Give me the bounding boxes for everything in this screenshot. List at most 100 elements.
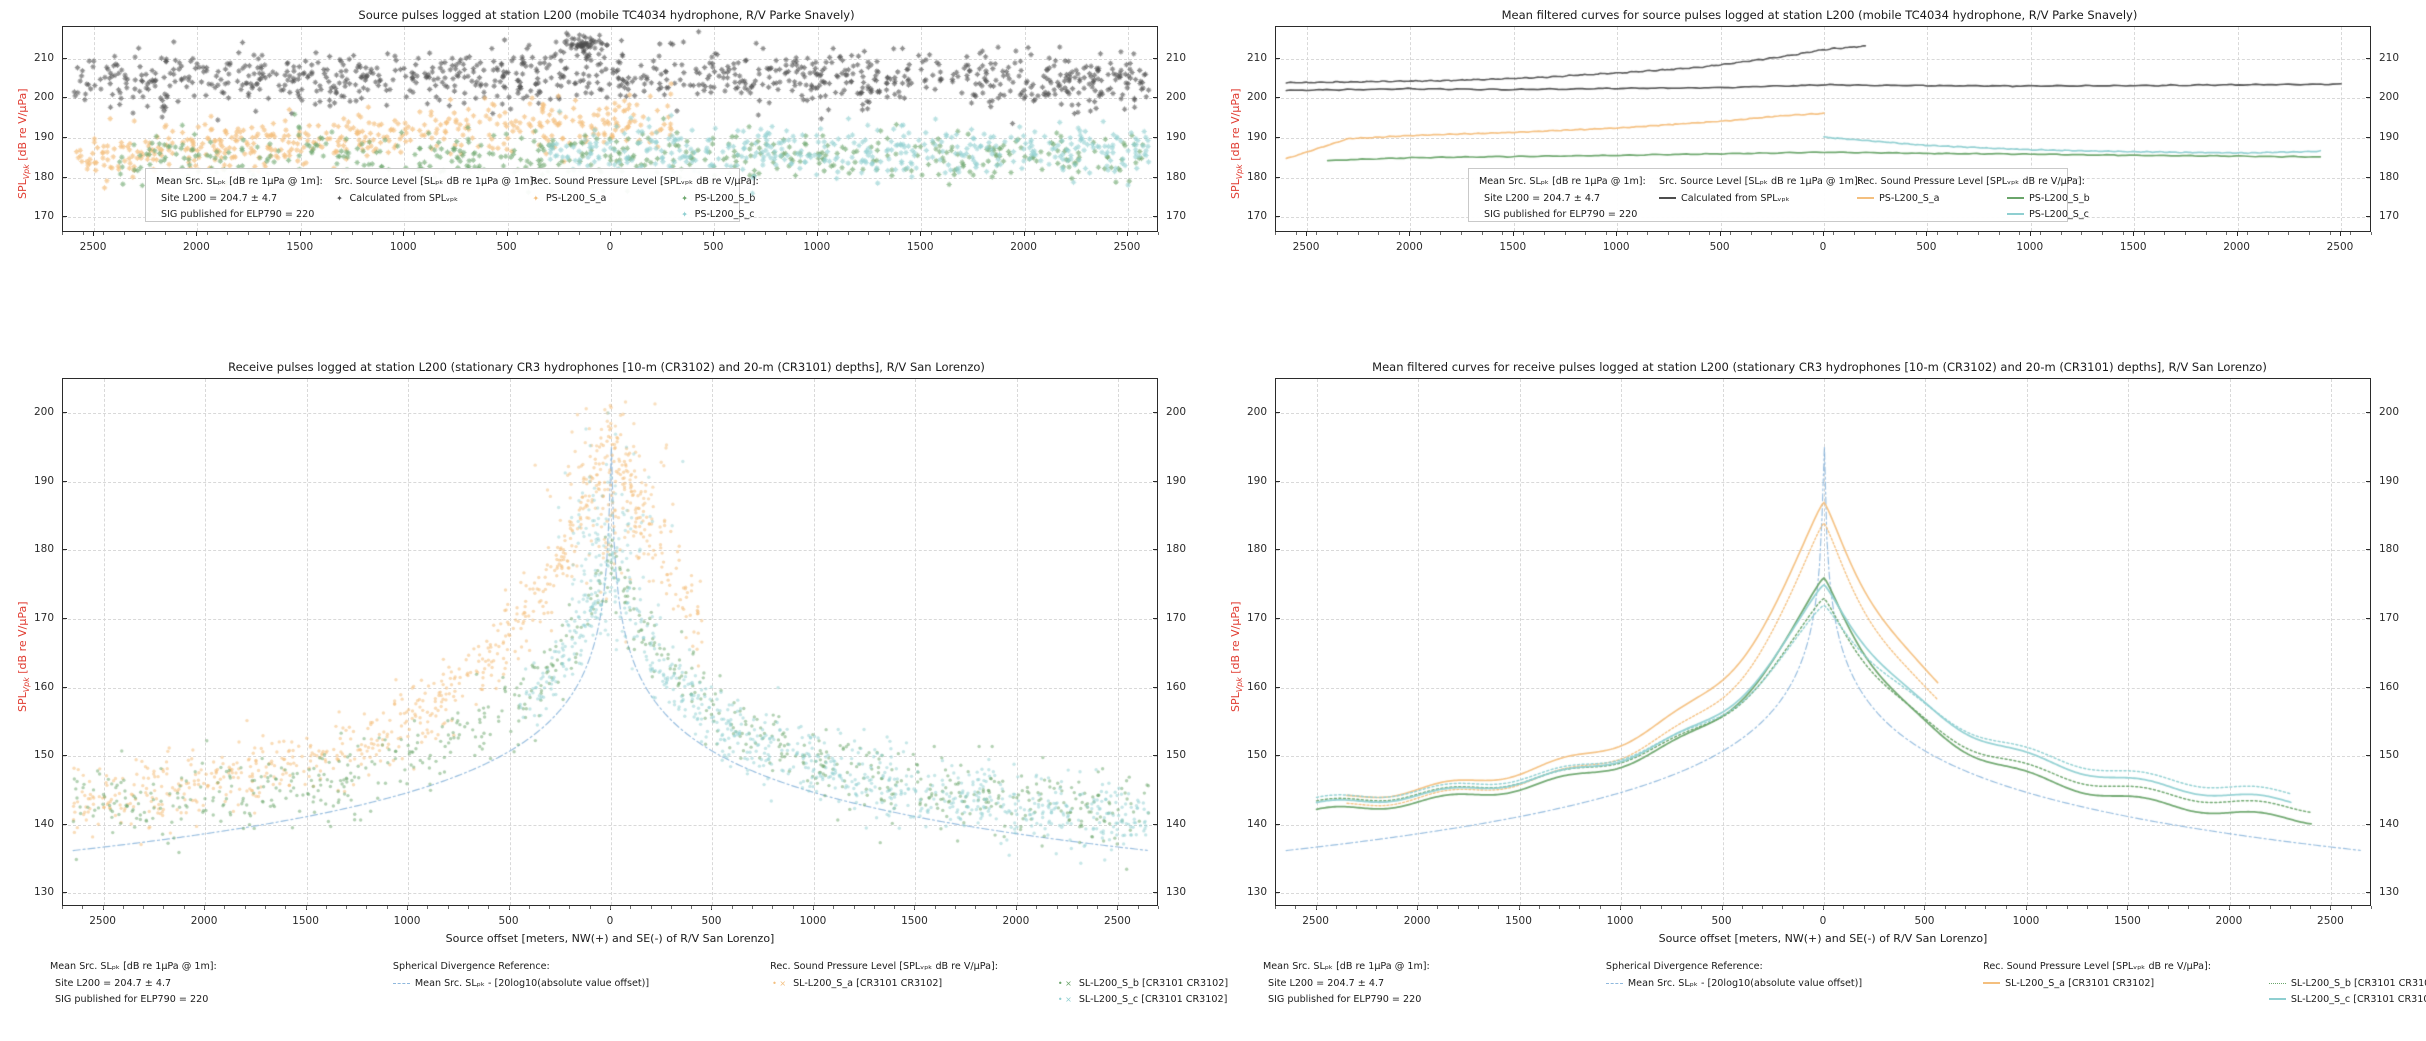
legend-swatch-dottedline — [2268, 982, 2286, 984]
y-tick-label-right: 140 — [2379, 817, 2400, 830]
legend-item[interactable]: Calculated from SPLᵥₚₖ — [1659, 192, 1861, 204]
y-tick-label: 130 — [33, 886, 54, 899]
legend-receive-pulses-scatter: Mean Src. SLₚₖ [dB re 1µPa @ 1m]: Site L2… — [40, 954, 1228, 1012]
x-minor-tick — [206, 232, 208, 235]
legend-swatch-dotpair: • × — [1057, 994, 1072, 1004]
y-tick-label-right: 190 — [1166, 130, 1187, 143]
legend-source-pulses-mean-curves: Mean Src. SLₚₖ [dB re 1µPa @ 1m]: Site L2… — [1468, 168, 2090, 222]
y-axis-label: SPLVpk [dB re V/µPa] — [16, 601, 32, 712]
x-minor-tick — [144, 232, 146, 235]
y-tick-mark — [1275, 412, 1280, 414]
y-tick-label: 190 — [1246, 130, 1267, 143]
x-minor-tick — [2288, 232, 2290, 235]
y-tick-label-right: 200 — [1166, 91, 1187, 104]
x-minor-tick — [1036, 906, 1038, 909]
legend-item[interactable]: • × SL-L200_S_c [CR3101 CR3102] — [1056, 993, 1228, 1005]
x-minor-tick — [894, 906, 896, 909]
x-minor-tick — [122, 906, 124, 909]
legend-item-label: Calculated from SPLᵥₚₖ — [349, 192, 459, 204]
x-minor-tick — [1709, 232, 1711, 235]
legend-column-header: Rec. Sound Pressure Level [SPLᵥₚₖ dB re … — [1983, 961, 2211, 972]
x-tick-label: 2500 — [89, 915, 116, 927]
x-minor-tick — [1056, 906, 1058, 909]
x-tick-mark — [506, 232, 508, 236]
y-tick-mark — [62, 136, 67, 138]
legend-item[interactable]: SIG published for ELP790 = 220 — [1479, 208, 1646, 220]
panel-title: Source pulses logged at station L200 (mo… — [358, 8, 855, 22]
x-minor-tick — [934, 906, 936, 909]
x-minor-tick — [1440, 232, 1442, 235]
x-minor-tick — [244, 906, 246, 909]
x-minor-tick — [752, 906, 754, 909]
x-tick-mark — [1023, 232, 1025, 236]
legend-item[interactable]: SL-L200_S_b [CR3101 CR3102] — [2268, 977, 2426, 989]
legend-item[interactable]: Mean Src. SLₚₖ - [20log10(absolute value… — [1605, 977, 1862, 989]
x-tick-mark — [610, 232, 611, 236]
legend-item[interactable]: Site L200 = 204.7 ± 4.7 — [1479, 192, 1646, 204]
x-minor-tick — [955, 906, 957, 909]
legend-item[interactable]: ✦ Calculated from SPLᵥₚₖ — [335, 192, 537, 204]
y-tick-mark — [62, 480, 67, 482]
y-tick-label-right: 200 — [2379, 91, 2400, 104]
x-tick-label: 500 — [1914, 915, 1935, 927]
x-minor-tick — [346, 906, 348, 909]
x-minor-tick — [124, 232, 126, 235]
x-minor-tick — [930, 232, 932, 235]
x-minor-tick — [1559, 906, 1561, 909]
y-tick-mark-right — [1153, 216, 1158, 218]
legend-item[interactable]: SIG published for ELP790 = 220 — [156, 208, 323, 220]
legend-item[interactable]: ✦ PS-L200_S_b — [680, 192, 755, 204]
x-minor-tick — [165, 232, 167, 235]
legend-swatch-line — [2007, 197, 2024, 199]
legend-item[interactable]: Site L200 = 204.7 ± 4.7 — [1263, 977, 1430, 989]
x-tick-mark — [196, 232, 198, 236]
y-tick-mark-right — [2366, 412, 2371, 414]
y-tick-mark — [62, 176, 67, 178]
x-minor-tick — [103, 232, 105, 235]
y-tick-label: 160 — [33, 680, 54, 693]
legend-source-pulses-scatter: Mean Src. SLₚₖ [dB re 1µPa @ 1m]: Site L2… — [145, 168, 759, 222]
legend-item-label: SL-L200_S_b [CR3101 CR3102] — [2290, 977, 2426, 989]
x-tick-mark — [1823, 232, 1824, 236]
x-minor-tick — [325, 906, 327, 909]
x-tick-label: 1500 — [2114, 915, 2141, 927]
x-minor-tick — [1701, 906, 1703, 909]
legend-item[interactable]: PS-L200_S_a — [1857, 192, 2085, 204]
legend-item[interactable]: ✦ PS-L200_S_a — [531, 192, 759, 204]
legend-swatch-dot: ✦ — [681, 209, 688, 219]
legend-item[interactable]: Site L200 = 204.7 ± 4.7 — [156, 192, 323, 204]
legend-item[interactable]: Mean Src. SLₚₖ - [20log10(absolute value… — [392, 977, 650, 989]
legend-item[interactable]: Site L200 = 204.7 ± 4.7 — [50, 977, 217, 989]
x-minor-tick — [508, 906, 510, 909]
legend-item[interactable]: SIG published for ELP790 = 220 — [50, 993, 217, 1005]
legend-item[interactable]: SIG published for ELP790 = 220 — [1263, 993, 1430, 1005]
x-tick-label: 500 — [498, 915, 519, 927]
legend-item[interactable]: • × SL-L200_S_a [CR3101 CR3102] — [770, 977, 998, 989]
legend-item[interactable]: • × SL-L200_S_b [CR3101 CR3102] — [1056, 977, 1228, 989]
x-minor-tick — [82, 232, 84, 235]
x-minor-tick — [434, 232, 436, 235]
x-minor-tick — [1275, 906, 1276, 909]
legend-item[interactable]: SL-L200_S_a [CR3101 CR3102] — [1983, 977, 2211, 989]
x-tick-label: 2000 — [1010, 241, 1037, 253]
x-tick-mark — [1409, 232, 1411, 236]
legend-item[interactable]: PS-L200_S_c — [2007, 208, 2090, 220]
legend-item[interactable]: ✦ PS-L200_S_c — [680, 208, 756, 220]
x-minor-tick — [1076, 906, 1078, 909]
x-minor-tick — [268, 232, 270, 235]
data-canvas-receive-pulses-scatter — [63, 379, 1157, 905]
legend-column: Src. Source Level [SLₚₖ dB re 1µPa @ 1m]… — [1659, 176, 1861, 208]
x-minor-tick — [2184, 232, 2186, 235]
legend-item-label: PS-L200_S_c — [694, 208, 755, 220]
legend-item[interactable]: SL-L200_S_c [CR3101 CR3102] — [2268, 993, 2426, 1005]
legend-item-label: Mean Src. SLₚₖ - [20log10(absolute value… — [414, 977, 650, 989]
y-tick-mark-right — [2366, 216, 2371, 218]
x-minor-tick — [2102, 232, 2104, 235]
x-minor-tick — [1357, 232, 1359, 235]
x-minor-tick — [2107, 906, 2109, 909]
x-minor-tick — [1054, 232, 1056, 235]
y-tick-label: 150 — [33, 749, 54, 762]
legend-item[interactable]: PS-L200_S_b — [2007, 192, 2090, 204]
legend-column-header: Mean Src. SLₚₖ [dB re 1µPa @ 1m]: — [1263, 961, 1430, 972]
x-minor-tick — [454, 232, 456, 235]
